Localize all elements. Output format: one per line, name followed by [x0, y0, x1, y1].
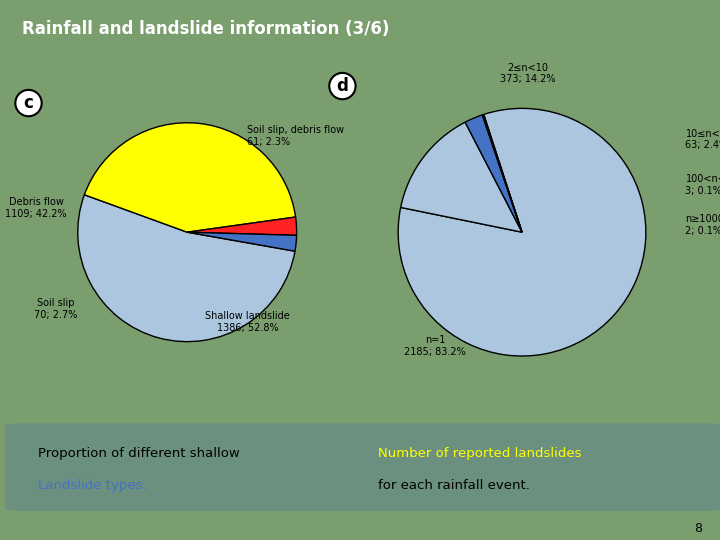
- Text: for each rainfall event.: for each rainfall event.: [377, 479, 529, 492]
- Text: 2≤n<10
373; 14.2%: 2≤n<10 373; 14.2%: [500, 63, 556, 84]
- Text: Debris flow
1109; 42.2%: Debris flow 1109; 42.2%: [5, 197, 67, 219]
- Text: Shallow landslide
1386; 52.8%: Shallow landslide 1386; 52.8%: [205, 311, 289, 333]
- FancyBboxPatch shape: [5, 423, 359, 511]
- Wedge shape: [483, 114, 522, 232]
- Text: d: d: [336, 77, 348, 95]
- Wedge shape: [465, 115, 522, 232]
- Text: 100<n<1000
3; 0.1%: 100<n<1000 3; 0.1%: [685, 174, 720, 196]
- Text: 8: 8: [694, 522, 702, 535]
- Wedge shape: [78, 195, 295, 342]
- Wedge shape: [187, 232, 297, 251]
- Text: Number of reported landslides: Number of reported landslides: [377, 447, 581, 460]
- Text: c: c: [24, 94, 33, 112]
- Text: Soil slip
70; 2.7%: Soil slip 70; 2.7%: [34, 298, 78, 320]
- Text: n≥1000
2; 0.1%: n≥1000 2; 0.1%: [685, 214, 720, 235]
- Text: Landslide types.: Landslide types.: [37, 479, 146, 492]
- Text: Proportion of different shallow: Proportion of different shallow: [37, 447, 240, 460]
- FancyBboxPatch shape: [342, 423, 720, 511]
- Text: Soil slip, debris flow
61; 2.3%: Soil slip, debris flow 61; 2.3%: [248, 125, 344, 147]
- Wedge shape: [398, 109, 646, 356]
- Wedge shape: [400, 122, 522, 232]
- Text: n=1
2185; 83.2%: n=1 2185; 83.2%: [405, 335, 466, 357]
- Wedge shape: [482, 114, 522, 232]
- Wedge shape: [84, 123, 296, 232]
- Text: Rainfall and landslide information (3/6): Rainfall and landslide information (3/6): [22, 21, 389, 38]
- Text: 10≤n<100
63; 2.4%: 10≤n<100 63; 2.4%: [685, 129, 720, 150]
- Wedge shape: [187, 217, 297, 235]
